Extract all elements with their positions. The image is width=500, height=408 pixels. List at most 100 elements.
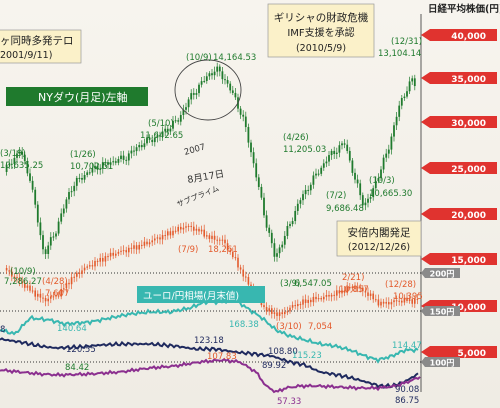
nikkei-candle-body bbox=[299, 304, 302, 306]
nikkei-candle bbox=[320, 295, 322, 302]
nikkei-candle-body bbox=[377, 299, 380, 306]
yen-tick-150: 150円 bbox=[421, 306, 460, 317]
nydow-candle-body bbox=[65, 199, 68, 209]
value-label-a41: 57.33 bbox=[277, 397, 301, 407]
nikkei-candle-body bbox=[242, 269, 244, 277]
legend-nydow-bg bbox=[6, 87, 148, 106]
value-label-a19: (4/28) bbox=[42, 277, 68, 287]
nydow-candle bbox=[255, 158, 258, 182]
nydow-candle bbox=[382, 154, 385, 174]
nikkei-candle-body bbox=[42, 297, 44, 299]
nikkei-candle-body bbox=[336, 290, 338, 296]
nydow-candle bbox=[78, 173, 81, 183]
nydow-candle-body bbox=[302, 194, 304, 201]
nydow-candle-body bbox=[107, 162, 109, 165]
nikkei-candle bbox=[81, 265, 83, 278]
nydow-candle-body bbox=[351, 160, 354, 173]
nydow-candle bbox=[26, 157, 29, 177]
nydow-candle bbox=[112, 156, 115, 166]
nikkei-candle bbox=[102, 252, 104, 267]
nydow-candle bbox=[213, 66, 216, 80]
nydow-candle-body bbox=[265, 215, 268, 228]
nikkei-candle bbox=[336, 285, 338, 301]
nydow-candle bbox=[166, 126, 169, 136]
nikkei-candle bbox=[135, 242, 138, 255]
nikkei-candle-body bbox=[31, 290, 34, 292]
nydow-candle bbox=[361, 192, 364, 211]
nydow-candle bbox=[406, 86, 408, 99]
nikkei-candle bbox=[213, 230, 216, 245]
value-label-a13: (7/2) bbox=[326, 191, 346, 201]
nydow-candle-body bbox=[289, 224, 291, 226]
nydow-candle bbox=[138, 141, 141, 152]
nikkei-candle bbox=[18, 273, 21, 287]
nikkei-candle bbox=[219, 237, 221, 246]
value-label-a36: 115.23 bbox=[292, 351, 322, 361]
nikkei-candle-body bbox=[200, 229, 203, 232]
nikkei-candle-body bbox=[169, 231, 172, 236]
value-label-a01: (3/19) bbox=[0, 149, 26, 159]
nikkei-candle-body bbox=[122, 250, 125, 252]
nikkei-candle bbox=[203, 224, 205, 239]
right-tick-label: 30,000 bbox=[451, 119, 486, 129]
nikkei-candle bbox=[57, 291, 60, 299]
nydow-candle bbox=[130, 145, 133, 159]
nikkei-candle bbox=[83, 263, 86, 274]
nikkei-candle bbox=[226, 239, 229, 254]
nydow-candle-body bbox=[255, 163, 258, 178]
nikkei-candle-body bbox=[380, 301, 382, 306]
nikkei-candle bbox=[346, 281, 348, 296]
nikkei-candle-body bbox=[307, 299, 309, 303]
nikkei-candle-body bbox=[416, 298, 419, 300]
nydow-candle-body bbox=[395, 116, 398, 126]
nydow-candle bbox=[281, 241, 284, 252]
nikkei-candle-body bbox=[154, 238, 156, 241]
nikkei-candle bbox=[109, 248, 112, 261]
nydow-candle-body bbox=[294, 210, 297, 222]
nikkei-candle-body bbox=[18, 277, 21, 282]
nikkei-candle-body bbox=[346, 286, 348, 293]
nydow-candle bbox=[257, 174, 260, 191]
nydow-candle bbox=[294, 206, 297, 225]
nydow-candle bbox=[133, 145, 135, 156]
nydow-candle bbox=[99, 164, 102, 175]
nikkei-candle bbox=[245, 271, 247, 282]
value-label-a09: (4/26) bbox=[283, 133, 309, 143]
nikkei-candle-body bbox=[362, 287, 364, 292]
nydow-candle-body bbox=[190, 93, 193, 100]
nydow-candle-body bbox=[42, 235, 44, 250]
nikkei-candle bbox=[294, 300, 296, 310]
nydow-candle-body bbox=[359, 183, 362, 196]
nikkei-candle bbox=[268, 305, 270, 316]
right-tick-marker bbox=[421, 208, 497, 220]
nikkei-candle bbox=[385, 297, 387, 308]
nydow-candle-body bbox=[109, 162, 112, 165]
nydow-candle-body bbox=[286, 225, 289, 236]
nydow-candle-body bbox=[62, 208, 65, 214]
right-tick-35000: 35,000 bbox=[421, 72, 497, 85]
nikkei-candle bbox=[401, 297, 403, 307]
nikkei-candle-body bbox=[206, 235, 208, 237]
nikkei-candle-body bbox=[286, 311, 289, 313]
value-label-a39: 107.83 bbox=[207, 352, 237, 362]
nikkei-candle bbox=[198, 226, 200, 235]
nydow-candle bbox=[286, 221, 289, 240]
nikkei-candle-body bbox=[13, 276, 16, 278]
nikkei-candle bbox=[299, 301, 302, 310]
nikkei-candle bbox=[224, 234, 226, 248]
nikkei-candle bbox=[86, 264, 88, 270]
nydow-candle-body bbox=[120, 155, 122, 159]
nydow-candle-body bbox=[205, 76, 208, 81]
value-label-a16: 13,104.14 bbox=[378, 49, 421, 59]
nikkei-candle bbox=[8, 265, 10, 276]
nydow-candle-body bbox=[200, 81, 203, 85]
nikkei-candle-body bbox=[302, 299, 304, 305]
nikkei-candle bbox=[302, 295, 304, 310]
legend: NYダウ(月足)左軸 ユーロ/円相場(月末値) bbox=[6, 87, 265, 303]
nydow-candle bbox=[400, 95, 403, 110]
nikkei-candle-body bbox=[263, 305, 265, 308]
nydow-candle-body bbox=[390, 136, 393, 150]
nikkei-candle bbox=[21, 276, 23, 288]
nydow-candle-body bbox=[52, 236, 55, 238]
value-label-a14: 9,686.48 bbox=[326, 204, 364, 214]
